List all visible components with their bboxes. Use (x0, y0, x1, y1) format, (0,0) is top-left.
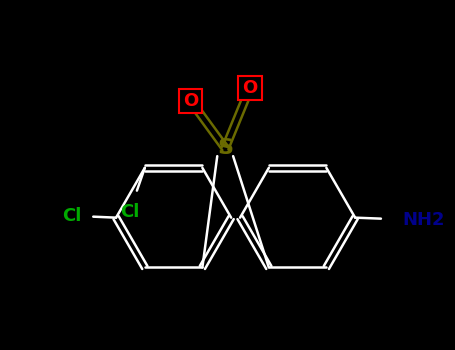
Bar (178, 89, 202, 112)
Text: O: O (243, 79, 258, 97)
Text: NH2: NH2 (403, 211, 445, 229)
Text: Cl: Cl (62, 206, 81, 225)
Bar (238, 76, 262, 100)
Text: Cl: Cl (120, 203, 140, 222)
Text: S: S (217, 138, 233, 158)
Text: O: O (183, 92, 198, 110)
